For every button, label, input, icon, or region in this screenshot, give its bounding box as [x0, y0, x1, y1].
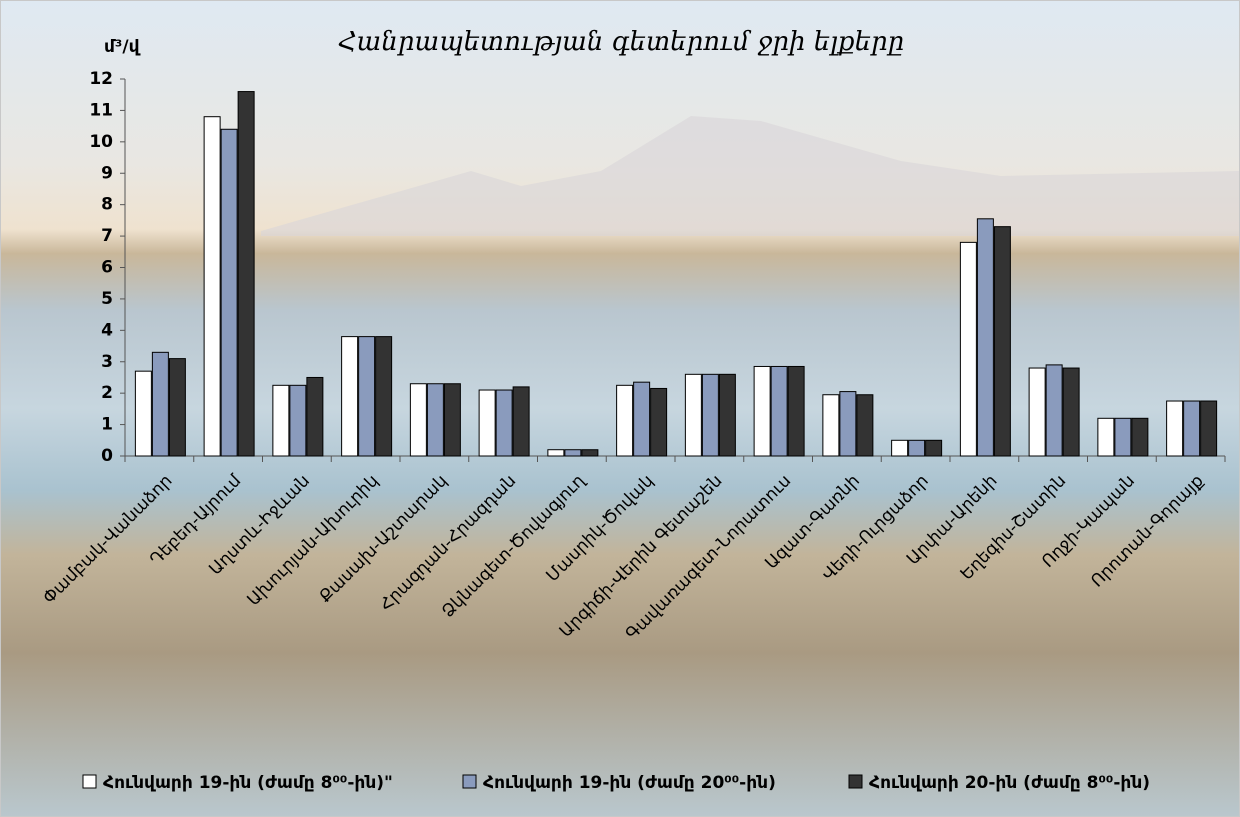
bar [581, 449, 599, 457]
bar [908, 439, 926, 457]
y-tick-label: 2 [101, 383, 113, 403]
bar [134, 370, 152, 457]
bar [718, 373, 736, 457]
bar [306, 376, 324, 457]
y-tick-label: 0 [101, 446, 113, 466]
x-tick-label: Հրազդան-Հրազդան [376, 471, 520, 615]
bar [753, 365, 771, 457]
bar [1183, 400, 1201, 457]
legend-swatch [848, 774, 863, 789]
bar [993, 226, 1011, 457]
bar [151, 351, 169, 457]
bar [168, 358, 186, 457]
bar [409, 383, 427, 457]
bar [976, 218, 994, 457]
bar [684, 373, 702, 457]
y-tick-label: 12 [89, 69, 113, 89]
x-tick-label: Ձկնագետ-Ծովագյուղ [438, 470, 590, 622]
bar [1097, 417, 1115, 457]
y-axis-label: մ³/վ [104, 37, 141, 57]
y-tick-label: 6 [101, 258, 113, 278]
bar [1028, 367, 1046, 457]
bar [289, 384, 307, 457]
x-tick-label: Փամբակ-Վանաձոր [39, 471, 176, 608]
bar [925, 439, 943, 457]
bar [203, 116, 221, 457]
legend-label: Հունվարի 19-ին (ժամը 20⁰⁰-ին) [483, 773, 776, 793]
bar [237, 91, 255, 457]
x-tick-label: Որոտան-Գորայք [1087, 471, 1207, 591]
bar [616, 384, 634, 457]
x-tick-label: Քասախ-Աշտարակ [315, 471, 451, 607]
legend-swatch [82, 774, 97, 789]
y-tick-label: 9 [101, 163, 113, 183]
bar [1166, 400, 1184, 457]
y-tick-label: 4 [101, 320, 113, 340]
bar [770, 365, 788, 457]
legend-swatch [462, 774, 477, 789]
bar [822, 394, 840, 457]
bar [495, 389, 513, 457]
y-tick-label: 10 [89, 132, 113, 152]
y-tick-label: 1 [101, 415, 113, 435]
bar [1062, 367, 1080, 457]
bar [375, 336, 393, 457]
bar [426, 383, 444, 457]
bar [1114, 417, 1132, 457]
bar [443, 383, 461, 457]
bar [358, 336, 376, 457]
bar [959, 241, 977, 457]
legend-label: Հունվարի 19-ին (ժամը 8⁰⁰-ին)" [103, 773, 393, 793]
y-tick-label: 3 [101, 352, 113, 372]
bar [856, 394, 874, 457]
x-tick-label: Ախուրյան-Ախուրիկ [243, 471, 382, 610]
y-tick-label: 7 [101, 226, 113, 246]
bar [1200, 400, 1218, 457]
bar [701, 373, 719, 457]
y-tick-label: 5 [101, 289, 113, 309]
bar [1131, 417, 1149, 457]
bar [512, 386, 530, 457]
bar [1045, 364, 1063, 457]
mountain-backdrop [261, 116, 1239, 236]
bar [547, 449, 565, 457]
y-tick-label: 8 [101, 195, 113, 215]
legend-label: Հունվարի 20-ին (ժամը 8⁰⁰-ին) [869, 773, 1150, 793]
bar [564, 449, 582, 457]
bar [650, 387, 668, 457]
chart-title: Հանրապետության գետերում ջրի ելքերը [338, 27, 904, 57]
bar [478, 389, 496, 457]
bar [891, 439, 909, 457]
bar [839, 391, 857, 457]
bar [341, 336, 359, 457]
y-tick-label: 11 [89, 100, 113, 120]
bar [787, 365, 805, 457]
bar [633, 381, 651, 457]
bar [272, 384, 290, 457]
bar [220, 128, 238, 457]
